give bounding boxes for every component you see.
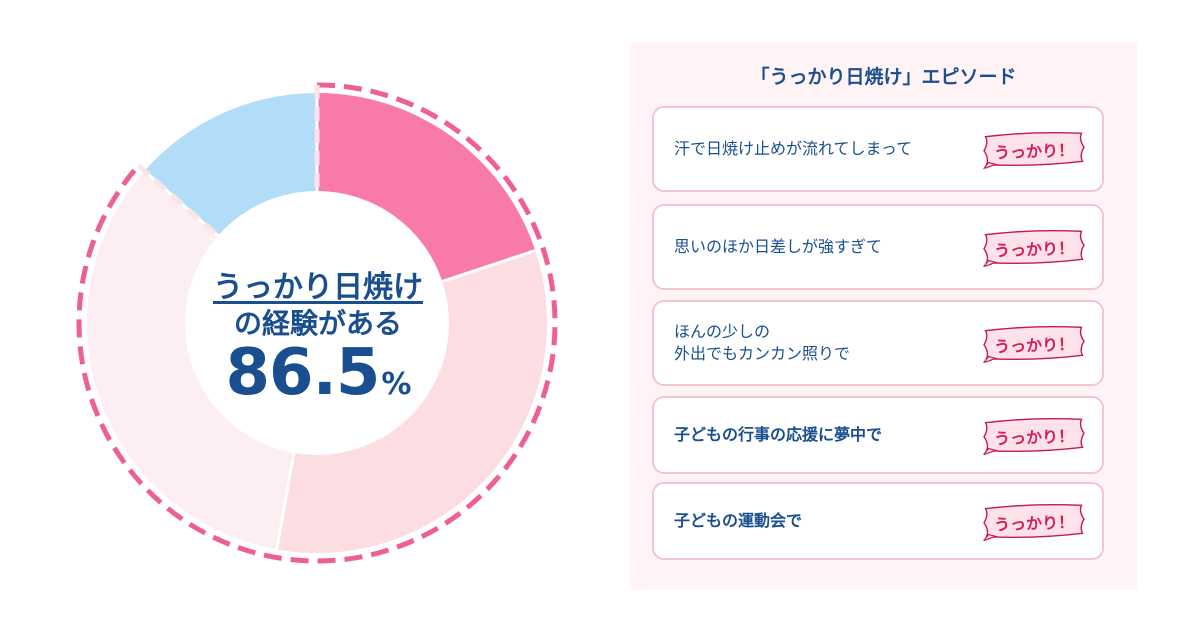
episode-text: 汗で日焼け止めが流れてしまって bbox=[674, 139, 913, 158]
badge-frame-icon bbox=[981, 131, 1085, 169]
donut-slice-4 bbox=[144, 93, 317, 236]
episode-card: ほんの少しの 外出でもカンカン照りで うっかり！ bbox=[652, 300, 1104, 386]
episode-card: 汗で日焼け止めが流れてしまって うっかり！ bbox=[652, 106, 1104, 192]
badge-label: うっかり！ bbox=[993, 238, 1075, 261]
ukkari-badge: うっかり！ bbox=[979, 129, 1088, 169]
donut-slices bbox=[86, 93, 547, 553]
episode-panel: 「うっかり日焼け」エピソード 汗で日焼け止めが流れてしまって うっかり！ 思いのほか… bbox=[630, 42, 1137, 590]
donut-slice-3 bbox=[86, 170, 294, 550]
ukkari-badge: うっかり！ bbox=[979, 323, 1088, 363]
highlight-dashed-arc bbox=[76, 82, 558, 564]
center-value-unit: % bbox=[381, 367, 411, 402]
ukkari-badge: うっかり！ bbox=[979, 501, 1088, 541]
badge-label: うっかり！ bbox=[993, 426, 1075, 449]
episode-text: 子どもの運動会で bbox=[674, 511, 803, 530]
episode-card: 思いのほか日差しが強すぎて うっかり！ bbox=[652, 204, 1104, 290]
episode-text: 思いのほか日差しが強すぎて bbox=[674, 237, 883, 256]
badge-label: うっかり！ bbox=[993, 512, 1075, 535]
slice-separator-2 bbox=[441, 249, 536, 283]
center-value: 86.5% bbox=[188, 336, 448, 410]
center-label-line2: の経験がある bbox=[233, 307, 402, 340]
episode-card: 子どもの運動会で うっかり！ bbox=[652, 482, 1104, 560]
badge-frame-icon bbox=[981, 229, 1085, 267]
episode-card: 子どもの行事の応援に夢中で うっかり！ bbox=[652, 396, 1104, 474]
badge-label: うっかり！ bbox=[993, 140, 1075, 163]
badge-frame-icon bbox=[981, 417, 1085, 455]
episode-text: 子どもの行事の応援に夢中で bbox=[674, 425, 883, 444]
slice-separator-3 bbox=[275, 452, 296, 550]
donut-chart bbox=[76, 82, 558, 564]
badge-label: うっかり！ bbox=[993, 334, 1075, 357]
episode-panel-title: 「うっかり日焼け」エピソード bbox=[750, 66, 1017, 88]
center-value-number: 86.5 bbox=[225, 336, 381, 410]
donut-slice-1 bbox=[317, 93, 536, 282]
episode-text: ほんの少しの 外出でもカンカン照りで bbox=[674, 322, 851, 363]
highlight-end-tick bbox=[136, 163, 217, 235]
donut-slice-2 bbox=[276, 250, 547, 553]
center-label-line1: うっかり日焼け bbox=[213, 270, 423, 305]
badge-frame-icon bbox=[981, 503, 1085, 541]
ukkari-badge: うっかり！ bbox=[979, 415, 1088, 455]
ukkari-badge: うっかり！ bbox=[979, 227, 1088, 267]
badge-frame-icon bbox=[981, 325, 1085, 363]
